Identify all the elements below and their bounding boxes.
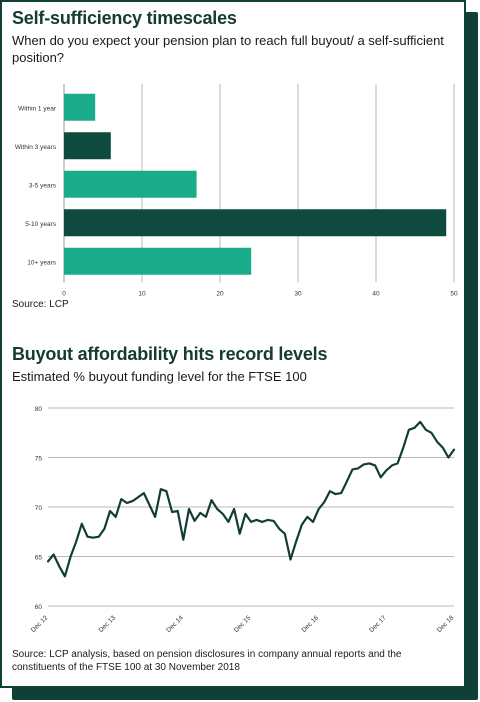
line-chart: 60 65 70 75 80 Dec 12 Dec 13 Dec 14 Dec 15 Dec 16… <box>30 406 456 634</box>
bar-category-label-3: 5-10 years <box>25 221 56 228</box>
bar-x-tick-label-5: 50 <box>450 291 458 298</box>
bar-0 <box>64 93 96 121</box>
bar-x-tick-label-3: 30 <box>294 291 302 298</box>
line-y-tick-label-2: 70 <box>35 505 43 512</box>
line-y-tick-label-0: 60 <box>35 604 43 611</box>
bar-category-label-0: Within 1 year <box>18 105 57 112</box>
line-series <box>46 420 456 578</box>
bar-x-tick-label-1: 10 <box>138 291 146 298</box>
bar-category-label-1: Within 3 years <box>15 144 57 151</box>
bar-category-label-2: 3-5 years <box>29 182 57 189</box>
line-x-tick-label-4: Dec 16 <box>301 614 321 634</box>
line-x-tick-label-2: Dec 14 <box>165 614 185 634</box>
line-y-tick-label-4: 80 <box>35 406 43 413</box>
bar-x-tick-label-2: 20 <box>216 291 224 298</box>
line-x-tick-label-6: Dec 18 <box>436 614 456 634</box>
line-x-tick-label-5: Dec 17 <box>368 614 388 634</box>
line-y-tick-label-1: 65 <box>35 555 43 562</box>
line-chart-title: Buyout affordability hits record levels <box>12 344 328 364</box>
line-chart-subtitle: Estimated % buyout funding level for the… <box>12 369 307 384</box>
bar-3 <box>64 209 447 237</box>
bar-1 <box>64 132 111 160</box>
bar-category-label-4: 10+ years <box>27 259 56 266</box>
bar-chart-source: Source: LCP <box>12 299 69 310</box>
line-x-tick-label-1: Dec 13 <box>98 614 118 634</box>
line-x-tick-label-0: Dec 12 <box>30 614 50 634</box>
bar-x-tick-label-0: 0 <box>62 291 66 298</box>
line-x-tick-label-3: Dec 15 <box>233 614 253 634</box>
infographic-card: Self-sufficiency timescales When do you … <box>0 0 466 688</box>
line-chart-source: Source: LCP analysis, based on pension d… <box>12 649 402 673</box>
bar-x-tick-label-4: 40 <box>372 291 380 298</box>
bar-chart-subtitle: When do you expect your pension plan to … <box>12 33 444 65</box>
bar-4 <box>64 247 252 275</box>
bar-chart: Within 1 year Within 3 years 3-5 years 5-10… <box>15 84 458 298</box>
bar-2 <box>64 170 197 198</box>
line-y-tick-label-3: 75 <box>35 456 43 463</box>
bar-chart-title: Self-sufficiency timescales <box>12 8 237 28</box>
